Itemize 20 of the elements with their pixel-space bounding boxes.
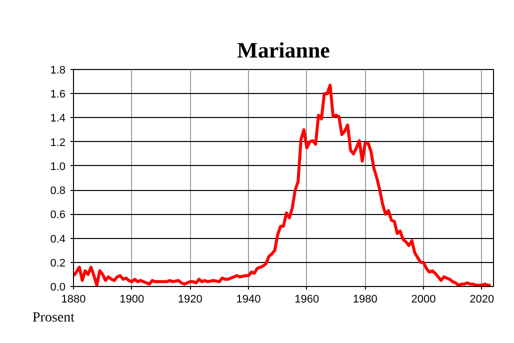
y-tick-label: 0.8 bbox=[50, 185, 66, 198]
x-tick-label: 1980 bbox=[352, 294, 378, 306]
y-tick-label: 0.6 bbox=[50, 209, 66, 222]
x-tick-label: 2020 bbox=[470, 294, 494, 306]
y-tick-label: 1.8 bbox=[50, 64, 66, 76]
y-tick-label: 0.2 bbox=[50, 257, 66, 270]
x-tick-label: 1960 bbox=[294, 294, 320, 306]
y-tick-label: 0.0 bbox=[50, 282, 66, 294]
x-tick-label: 1880 bbox=[61, 294, 86, 306]
y-tick-label: 1.4 bbox=[50, 112, 66, 125]
y-axis-title: Prosent bbox=[32, 310, 75, 326]
x-tick-label: 1940 bbox=[236, 294, 261, 306]
x-tick-label: 1920 bbox=[178, 294, 202, 306]
chart-title: Marianne bbox=[237, 38, 330, 62]
x-tick-label: 2000 bbox=[411, 294, 436, 306]
y-tick-label: 1.0 bbox=[50, 160, 66, 173]
y-tick-label: 0.4 bbox=[50, 233, 66, 246]
x-tick-label: 1900 bbox=[120, 294, 144, 306]
y-tick-label: 1.2 bbox=[50, 136, 66, 149]
y-tick-label: 1.6 bbox=[50, 88, 66, 101]
